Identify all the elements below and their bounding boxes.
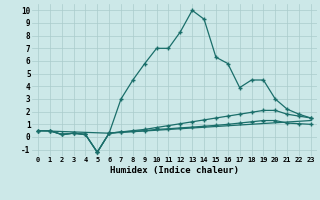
X-axis label: Humidex (Indice chaleur): Humidex (Indice chaleur) (110, 166, 239, 175)
